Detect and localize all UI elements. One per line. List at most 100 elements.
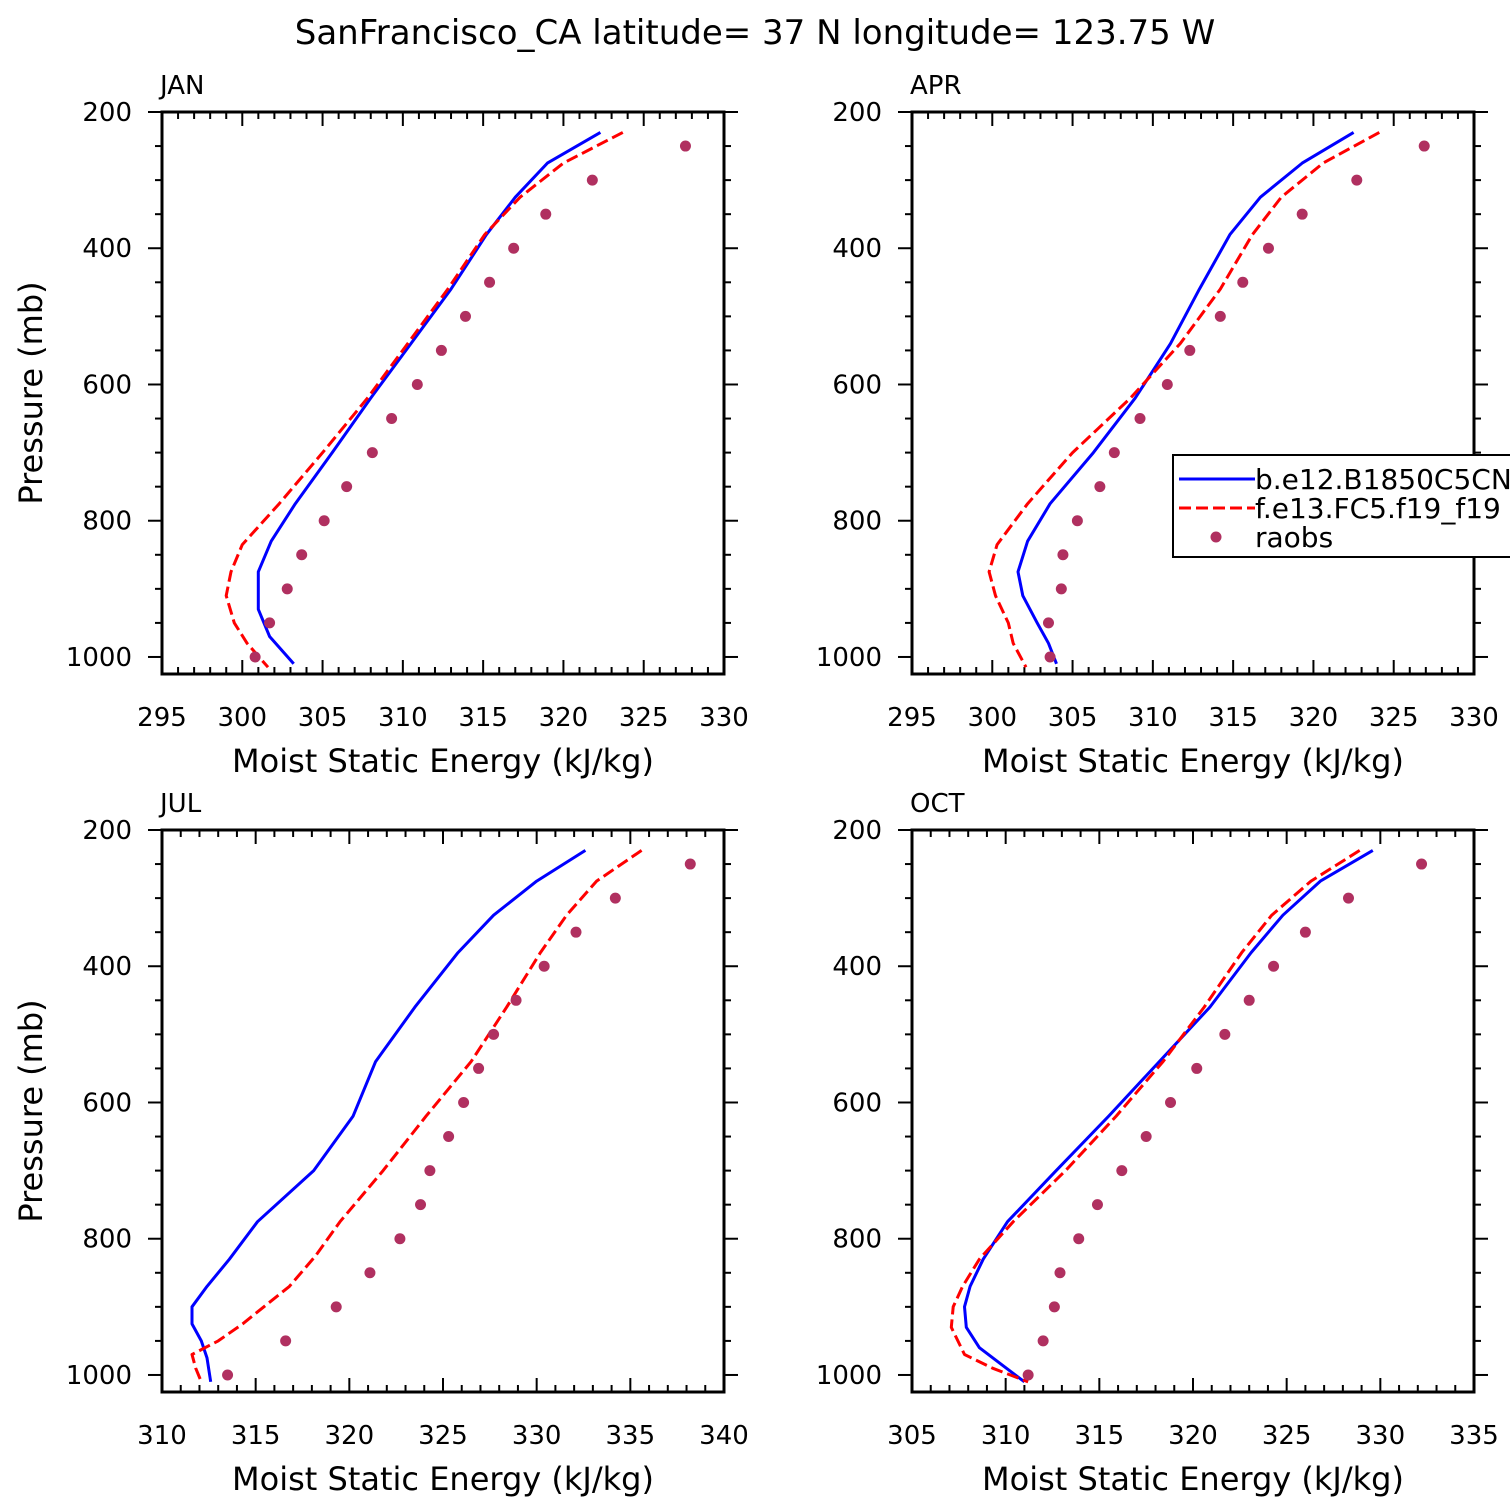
- x-tick-label: 315: [458, 703, 508, 733]
- panel-title: OCT: [910, 789, 965, 819]
- x-tick-label: 320: [539, 703, 589, 733]
- raobs-point: [1191, 1062, 1203, 1074]
- raobs-point: [1094, 481, 1106, 493]
- y-axis-label: Pressure (mb): [12, 281, 50, 504]
- raobs-point: [1262, 242, 1274, 254]
- series-line-f-e13: [987, 131, 1381, 668]
- raobs-point: [296, 549, 308, 561]
- x-tick-label: 295: [887, 703, 937, 733]
- plot-frame: [160, 828, 726, 1394]
- raobs-point: [1054, 1267, 1066, 1279]
- y-axis-label: Pressure (mb): [12, 999, 50, 1222]
- x-tick-label: 320: [1289, 703, 1339, 733]
- y-tick-label: 200: [832, 98, 882, 128]
- y-tick-label: 1000: [816, 643, 882, 673]
- panel-jan: 295 300 305 310 315 320 325 330 200 400 600 800 1000…: [12, 71, 749, 780]
- series-line-b-e12: [1016, 131, 1355, 665]
- plot-area: [224, 131, 691, 669]
- plot-area: [987, 131, 1430, 668]
- raobs-point: [1108, 447, 1120, 459]
- raobs-point: [281, 583, 293, 595]
- raobs-point: [1243, 994, 1255, 1006]
- raobs-point: [1057, 549, 1069, 561]
- raobs-point: [1042, 617, 1054, 629]
- y-tick-label: 1000: [66, 643, 132, 673]
- y-tick-label: 600: [82, 370, 132, 400]
- raobs-point: [1268, 960, 1280, 972]
- series-line-f-e13: [224, 131, 624, 669]
- x-tick-label: 330: [1449, 703, 1499, 733]
- raobs-point: [1048, 1301, 1060, 1313]
- raobs-point: [1418, 140, 1430, 152]
- y-tick-label: 600: [82, 1088, 132, 1118]
- raobs-point: [1214, 310, 1226, 322]
- raobs-point: [443, 1131, 455, 1143]
- y-tick-label: 400: [82, 234, 132, 264]
- x-tick-label: 330: [1356, 1421, 1406, 1451]
- raobs-point: [1165, 1096, 1177, 1108]
- raobs-point: [1091, 1199, 1103, 1211]
- raobs-point: [459, 310, 471, 322]
- raobs-point: [1237, 276, 1249, 288]
- raobs-point: [222, 1369, 234, 1381]
- x-tick-label: 315: [1075, 1421, 1125, 1451]
- plot-frame: [910, 110, 1476, 676]
- raobs-point: [586, 174, 598, 186]
- y-tick-label: 200: [832, 816, 882, 846]
- raobs-point: [280, 1335, 292, 1347]
- raobs-point: [364, 1267, 376, 1279]
- raobs-point: [1184, 344, 1196, 356]
- x-tick-label: 310: [1128, 703, 1178, 733]
- raobs-point: [508, 242, 520, 254]
- x-tick-label: 315: [1208, 703, 1258, 733]
- x-tick-label: 325: [619, 703, 669, 733]
- raobs-point: [411, 378, 423, 390]
- x-tick-label: 340: [699, 1421, 749, 1451]
- raobs-point: [510, 994, 522, 1006]
- figure-title: SanFrancisco_CA latitude= 37 N longitude…: [295, 13, 1216, 53]
- x-tick-label: 305: [298, 703, 348, 733]
- x-tick-label: 310: [378, 703, 428, 733]
- legend-marker-raobs: [1210, 531, 1222, 543]
- raobs-point: [1073, 1233, 1085, 1245]
- raobs-point: [1116, 1165, 1128, 1177]
- raobs-point: [1140, 1131, 1152, 1143]
- y-tick-label: 400: [82, 952, 132, 982]
- panels: 295 300 305 310 315 320 325 330 200 400 600 800 1000…: [12, 71, 1499, 1498]
- raobs-point: [473, 1062, 485, 1074]
- x-axis-label: Moist Static Energy (kJ/kg): [232, 1460, 654, 1498]
- raobs-point: [609, 892, 621, 904]
- x-tick-label: 320: [325, 1421, 375, 1451]
- raobs-point: [394, 1233, 406, 1245]
- y-tick-label: 800: [832, 507, 882, 537]
- y-tick-label: 200: [82, 98, 132, 128]
- x-tick-label: 330: [512, 1421, 562, 1451]
- x-tick-label: 305: [887, 1421, 937, 1451]
- raobs-point: [684, 858, 696, 870]
- panel-title: JUL: [158, 789, 202, 819]
- raobs-point: [458, 1096, 470, 1108]
- panel-apr: 295 300 305 310 315 320 325 330 200 400 600 800 1000…: [816, 71, 1499, 780]
- raobs-point: [424, 1165, 436, 1177]
- raobs-point: [1351, 174, 1363, 186]
- plot-frame: [910, 828, 1476, 1394]
- x-tick-label: 325: [1262, 1421, 1312, 1451]
- legend-label: b.e12.B1850C5CN: [1255, 463, 1510, 496]
- x-tick-label: 315: [231, 1421, 281, 1451]
- raobs-point: [1037, 1335, 1049, 1347]
- raobs-point: [1219, 1028, 1231, 1040]
- raobs-point: [1134, 413, 1146, 425]
- x-tick-label: 310: [137, 1421, 187, 1451]
- plot-area: [949, 849, 1428, 1384]
- raobs-point: [1342, 892, 1354, 904]
- y-tick-label: 1000: [66, 1361, 132, 1391]
- series-line-b-e12: [190, 849, 587, 1383]
- x-tick-label: 300: [217, 703, 267, 733]
- raobs-point: [1296, 208, 1308, 220]
- raobs-point: [540, 208, 552, 220]
- raobs-point: [1022, 1369, 1034, 1381]
- series-line-f-e13: [190, 849, 643, 1383]
- x-axis-label: Moist Static Energy (kJ/kg): [982, 1460, 1404, 1498]
- legend-label: f.e13.FC5.f19_f19: [1255, 492, 1501, 525]
